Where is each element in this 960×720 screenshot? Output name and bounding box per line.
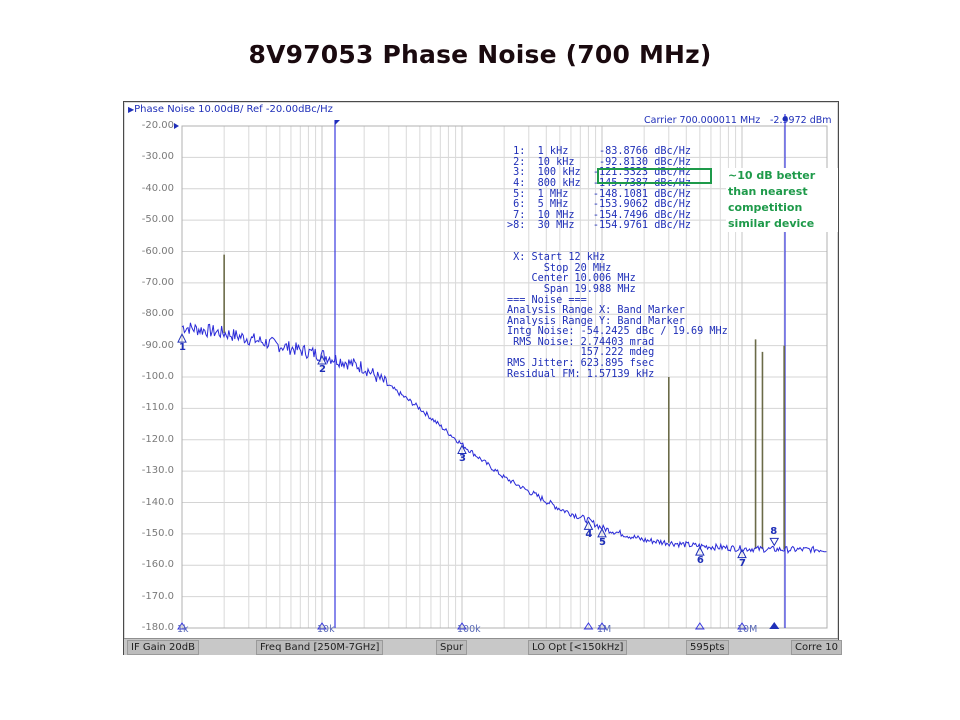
highlight-box-1mhz	[597, 168, 712, 184]
y-tick-label: -70.00	[141, 276, 174, 288]
marker-label[interactable]: 4	[585, 529, 593, 541]
analysis-row: RMS Noise: 2.74403 mrad	[507, 336, 655, 348]
y-tick-label: -140.0	[141, 496, 174, 508]
trace-header-label: Phase Noise 10.00dB/ Ref -20.00dBc/Hz	[134, 104, 333, 115]
ref-level-arrow-icon	[174, 123, 179, 129]
slide-title: 8V97053 Phase Noise (700 MHz)	[248, 40, 712, 69]
x-tick-label: 10k	[317, 624, 335, 635]
marker-table-row: 1: 1 kHz -83.8766 dBc/Hz	[507, 146, 692, 158]
marker-label[interactable]: 1	[179, 342, 186, 354]
y-tick-label: -60.00	[141, 245, 174, 257]
marker-label[interactable]: 2	[319, 364, 326, 376]
band-marker-start-flag-icon	[335, 120, 340, 125]
analysis-row: X: Start 12 kHz	[507, 252, 606, 264]
trace-indicator-icon: ▶	[128, 105, 135, 114]
status-if-gain[interactable]: IF Gain 20dB	[127, 640, 199, 655]
y-tick-label: -80.00	[141, 308, 174, 320]
marker-label[interactable]: 3	[459, 453, 466, 465]
analysis-row: Stop 20 MHz	[507, 262, 612, 274]
marker-table-row: 6: 5 MHz -153.9062 dBc/Hz	[507, 199, 692, 211]
marker-table-row: 5: 1 MHz -148.1081 dBc/Hz	[507, 188, 692, 200]
annotation-line-2: competition similar device	[728, 201, 815, 230]
y-tick-label: -90.00	[141, 339, 174, 351]
analysis-row: Analysis Range X: Band Marker	[507, 305, 685, 317]
marker-label[interactable]: 8	[770, 526, 778, 538]
y-tick-label: -180.0	[141, 622, 174, 633]
x-tick-label: 1k	[177, 624, 189, 635]
status-correlation[interactable]: Corre 10	[791, 640, 842, 655]
status-points[interactable]: 595pts	[686, 640, 729, 655]
x-tick-label: 1M	[597, 624, 612, 635]
status-lo-opt[interactable]: LO Opt [<150kHz]	[528, 640, 628, 655]
analysis-row: Intg Noise: -54.2425 dBc / 19.69 MHz	[507, 326, 728, 338]
spurs	[223, 254, 785, 550]
plot-frame	[181, 125, 828, 629]
y-tick-label: -110.0	[141, 402, 174, 414]
analysis-row: Span 19.988 MHz	[507, 283, 636, 295]
phase-noise-analyzer-window: ▶Phase Noise 10.00dB/ Ref -20.00dBc/Hz C…	[123, 101, 842, 655]
band-marker-stop-handle-icon	[782, 116, 788, 122]
x-tick-label: 100k	[457, 624, 481, 635]
x-axis-marker-indicators	[177, 622, 780, 630]
marker-table-row: 2: 10 kHz -92.8130 dBc/Hz	[507, 156, 692, 168]
markers	[177, 332, 780, 559]
marker-label[interactable]: 6	[696, 555, 704, 567]
y-tick-label: -20.00	[141, 120, 174, 131]
carrier-power: -2.9972 dBm	[770, 115, 832, 126]
marker-table-row: >8: 30 MHz -154.9761 dBc/Hz	[507, 220, 692, 232]
carrier-frequency: Carrier 700.000011 MHz	[644, 115, 761, 126]
analysis-row: Center 10.006 MHz	[507, 273, 636, 285]
y-tick-label: -170.0	[141, 590, 174, 602]
analysis-row: === Noise ===	[507, 294, 587, 306]
marker-table: 1: 1 kHz -83.8766 dBc/Hz 2: 10 kHz -92.8…	[507, 126, 728, 401]
marker-table-row: 7: 10 MHz -154.7496 dBc/Hz	[507, 209, 692, 221]
y-tick-label: -30.00	[141, 151, 174, 163]
y-tick-label: -150.0	[141, 527, 174, 539]
y-tick-label: -100.0	[141, 371, 174, 382]
status-freq-band[interactable]: Freq Band [250M-7GHz]	[256, 640, 384, 655]
marker-label[interactable]: 5	[599, 536, 606, 548]
status-bar: IF Gain 20dB Freq Band [250M-7GHz] Spur …	[124, 638, 842, 655]
annotation-line-1: ~10 dB better than nearest	[728, 169, 816, 198]
y-tick-label: -160.0	[141, 559, 174, 571]
status-spur[interactable]: Spur	[436, 640, 468, 655]
marker-label[interactable]: 7	[739, 557, 746, 569]
analysis-row: Analysis Range Y: Band Marker	[507, 315, 685, 327]
y-tick-label: -130.0	[141, 465, 174, 477]
x-tick-label: 10M	[737, 624, 758, 635]
annotation-callout: ~10 dB better than nearest competition s…	[726, 168, 838, 232]
phase-noise-trace	[181, 322, 827, 555]
trace-header[interactable]: ▶Phase Noise 10.00dB/ Ref -20.00dBc/Hz	[128, 104, 333, 115]
marker-table-row: 3: 100 kHz -121.5323 dBc/Hz	[507, 167, 692, 179]
analysis-row: RMS Jitter: 623.895 fsec	[507, 358, 655, 370]
y-tick-label: -120.0	[141, 433, 174, 445]
analysis-row: Residual FM: 1.57139 kHz	[507, 368, 655, 380]
y-tick-label: -40.00	[141, 182, 174, 194]
analysis-row: 157.222 mdeg	[507, 347, 655, 359]
y-tick-label: -50.00	[141, 214, 174, 226]
